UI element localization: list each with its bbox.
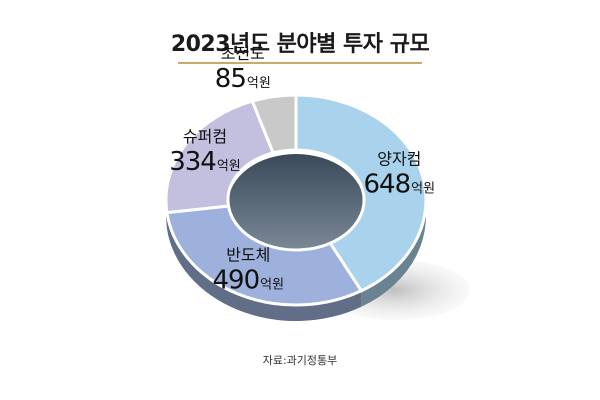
chart-title: 2023년도 분야별 투자 규모 (170, 32, 430, 57)
slice-label-4: 초전도 (221, 44, 265, 63)
slice-value-3: 334억원 (169, 147, 241, 177)
slice-2 (165, 204, 364, 307)
source-note: 자료:과기정통부 (262, 354, 338, 367)
slice-layer (164, 93, 428, 321)
slice-3 (164, 99, 276, 215)
slice-4 (250, 93, 298, 155)
title-underline (178, 62, 422, 64)
slice-value-2: 490억원 (213, 266, 285, 296)
slice-1 (294, 93, 428, 293)
slice-label-1: 양자컴 (377, 149, 421, 168)
slice-label-3: 슈퍼컴 (183, 127, 227, 146)
donut-hole (228, 154, 364, 254)
slice-label-2: 반도체 (226, 246, 270, 265)
slice-value-4: 85억원 (215, 64, 271, 94)
slice-value-1: 648억원 (364, 169, 436, 199)
slice-side-2 (166, 212, 362, 321)
